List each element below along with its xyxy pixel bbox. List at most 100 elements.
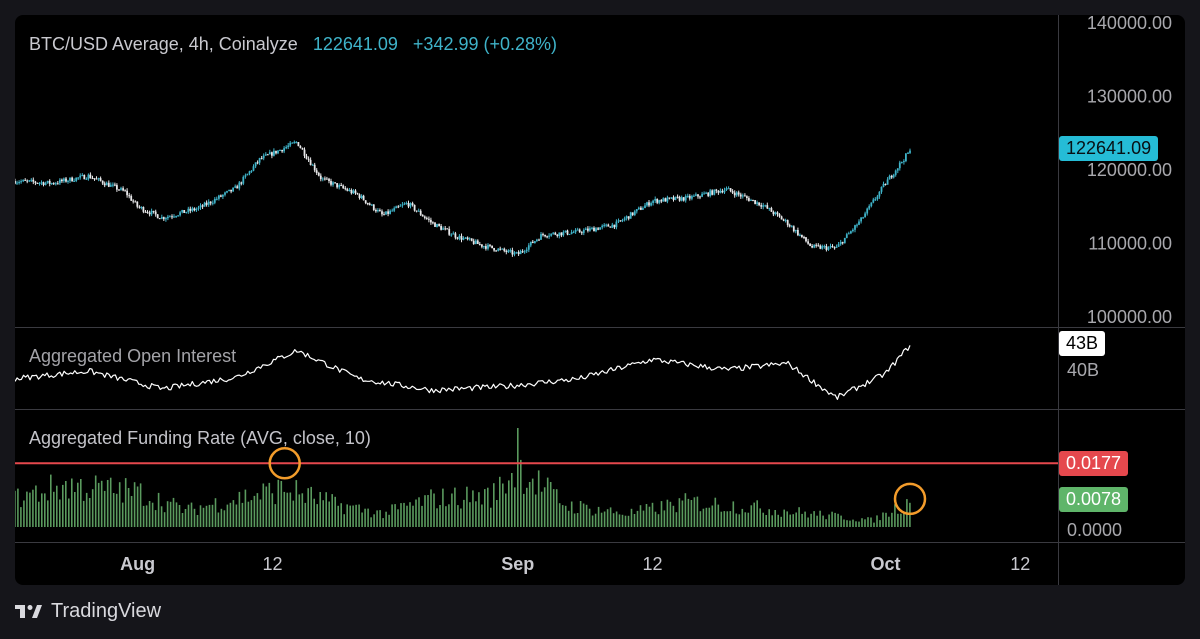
price-candle	[485, 246, 487, 249]
funding-bar	[454, 487, 456, 527]
funding-bar	[478, 492, 480, 527]
funding-bar	[537, 470, 540, 527]
price-candle	[177, 215, 179, 217]
price-candle	[279, 150, 281, 151]
price-candle	[295, 142, 298, 144]
chart-canvas[interactable]: 140000.00 130000.00 120000.00 110000.00 1000…	[15, 15, 1185, 585]
price-candle	[81, 175, 84, 176]
oi-pane-title: Aggregated Open Interest	[29, 346, 237, 366]
price-candle	[527, 245, 530, 250]
funding-bar	[328, 501, 330, 527]
funding-bar	[97, 482, 100, 527]
price-pane-title: BTC/USD Average, 4h, Coinalyze 122641.09…	[29, 34, 557, 55]
funding-bar	[753, 502, 755, 527]
funding-bar	[50, 474, 52, 527]
price-candle	[584, 228, 587, 231]
price-candle	[395, 206, 398, 209]
price-candle	[566, 230, 569, 235]
price-candle	[654, 199, 657, 201]
price-candle	[446, 228, 449, 230]
funding-bar	[717, 504, 720, 527]
price-candle	[770, 208, 773, 212]
price-candle	[273, 150, 275, 156]
funding-bar	[77, 482, 79, 527]
price-candle	[377, 210, 379, 212]
funding-bar	[816, 515, 818, 527]
tradingview-brand[interactable]: TradingView	[51, 599, 162, 622]
price-candle	[693, 195, 695, 197]
funding-bar	[633, 514, 636, 527]
funding-bar	[642, 510, 645, 527]
price-candle	[803, 237, 805, 238]
pane-separators	[15, 15, 1185, 585]
price-candle	[491, 245, 493, 249]
price-candle	[703, 193, 705, 195]
price-candle	[114, 184, 116, 186]
price-candle	[758, 202, 760, 206]
funding-bar	[154, 510, 157, 527]
funding-bar	[88, 498, 91, 527]
price-candle	[801, 234, 803, 237]
price-candle	[450, 234, 453, 236]
funding-bar	[720, 511, 723, 527]
price-candle	[646, 202, 648, 206]
price-candle	[77, 177, 80, 179]
price-candle	[546, 236, 548, 238]
funding-bar	[597, 506, 600, 527]
funding-bar	[160, 506, 163, 527]
price-candle	[348, 190, 351, 191]
funding-bar	[340, 503, 342, 527]
price-candle	[85, 178, 88, 180]
funding-pane-title: Aggregated Funding Rate (AVG, close, 10)	[29, 428, 371, 448]
price-candle	[246, 173, 249, 176]
funding-bar	[211, 504, 214, 527]
price-candle	[607, 224, 610, 227]
funding-bar	[235, 504, 238, 527]
price-candle	[189, 208, 192, 211]
funding-bar	[187, 504, 190, 527]
price-candle	[350, 190, 353, 194]
price-candle	[185, 212, 188, 213]
oi-line	[15, 345, 911, 400]
funding-bar	[307, 488, 309, 527]
price-candle	[313, 164, 316, 171]
funding-bar	[394, 504, 396, 527]
price-candle	[215, 198, 218, 200]
funding-bar	[343, 514, 345, 527]
funding-bar	[202, 507, 205, 527]
funding-bar	[639, 505, 642, 527]
price-candle	[637, 207, 640, 210]
price-candle	[393, 208, 396, 211]
price-candle	[421, 214, 424, 217]
funding-bar	[615, 511, 618, 527]
price-candle	[109, 184, 112, 187]
price-candle	[707, 192, 710, 196]
last-price-tag: 122641.09	[1059, 136, 1159, 161]
price-candle	[705, 192, 707, 194]
price-candle	[409, 203, 412, 207]
funding-bar	[319, 492, 321, 527]
price-candle	[858, 221, 860, 225]
price-candle	[52, 183, 55, 185]
price-candle	[748, 198, 750, 201]
price-candle	[713, 189, 716, 195]
funding-bar	[777, 514, 779, 527]
price-candle	[146, 211, 149, 213]
funding-bar	[618, 514, 621, 527]
funding-bar	[591, 515, 594, 527]
funding-bar	[280, 481, 283, 527]
price-candle	[735, 192, 738, 196]
price-candle	[50, 183, 53, 185]
price-candle	[201, 205, 204, 207]
price-candle	[870, 202, 873, 207]
price-candle	[525, 249, 528, 252]
price-candle	[134, 201, 137, 203]
funding-bar	[346, 504, 348, 527]
price-candle	[291, 142, 294, 144]
funding-bar	[172, 497, 175, 527]
price-candle	[656, 199, 659, 203]
price-candle	[652, 200, 654, 203]
price-tick-label: 140000.00	[1087, 15, 1172, 33]
funding-bar	[789, 514, 791, 527]
price-candle	[375, 210, 377, 212]
